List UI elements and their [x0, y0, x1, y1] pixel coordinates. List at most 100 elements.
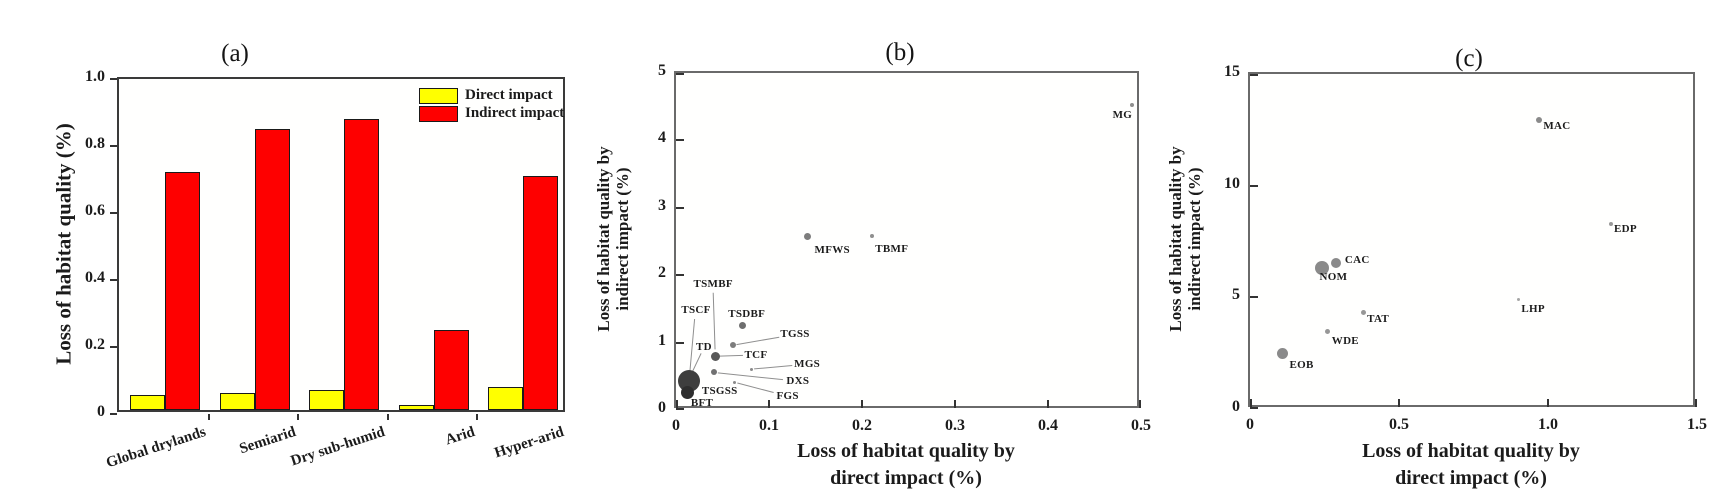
y-axis-tick-label: 5 — [1232, 286, 1240, 304]
y-axis-tick-label: 4 — [658, 129, 666, 147]
category-label-dry-sub-humid: Dry sub-humid — [289, 424, 388, 470]
panel-b-x-axis-title: Loss of habitat quality by direct impact… — [797, 438, 1015, 492]
x-axis-tick-label: 0 — [672, 417, 680, 434]
x-axis-tick-label: 1.5 — [1687, 416, 1707, 433]
leader-line-dxs — [717, 372, 784, 381]
point-label-mg: MG — [1112, 108, 1133, 121]
point-nom — [1314, 261, 1329, 276]
x-axis-tick-label: 0 — [1246, 416, 1254, 433]
y-axis-tick — [110, 78, 117, 80]
legend-swatch-direct-impact — [419, 87, 458, 104]
y-axis-tick — [1250, 74, 1258, 76]
point-label-tgss: TGSS — [780, 327, 810, 340]
point-label-bft: BFT — [690, 397, 714, 410]
category-label-arid: Arid — [443, 424, 477, 449]
x-axis-tick — [1250, 399, 1252, 407]
panel-c-y-axis-title: Loss of habitat quality by indirect impa… — [1166, 146, 1204, 331]
y-axis-tick — [110, 279, 117, 281]
legend-item-direct-impact: Direct impact — [419, 87, 564, 104]
y-axis-tick — [110, 413, 117, 415]
point-mfws — [803, 233, 811, 241]
point-label-lhp: LHP — [1521, 302, 1545, 315]
y-axis-tick — [676, 139, 684, 142]
panel-c-plot-box: 0 5 10 15 0 0.5 1.0 1.5 MAC EDP CAC NOM LHP TAT WDE EOB — [1224, 63, 1707, 433]
x-axis-tick — [1695, 399, 1697, 407]
panel-a-plot-box: 0 0.2 0.4 0.6 0.8 1.0 Global drylands Semiarid D… — [85, 68, 566, 471]
leader-line-fgs — [737, 382, 774, 393]
point-lhp — [1516, 298, 1520, 302]
bar-indirect-impact-semiarid — [254, 128, 290, 410]
point-label-tbmf: TBMF — [875, 242, 909, 255]
leader-line-tsmbf — [712, 292, 716, 350]
point-tsdbf — [739, 322, 747, 330]
point-mg — [1129, 103, 1134, 108]
point-label-eob: EOB — [1289, 359, 1314, 372]
point-dxs — [711, 369, 718, 376]
y-axis-tick — [110, 346, 117, 348]
panel-a-y-axis-title: Loss of habitat quality (%) — [51, 123, 76, 365]
x-axis-tick — [297, 414, 300, 420]
x-axis-tick-label: 0.2 — [852, 417, 872, 434]
panel-b-x-axis-title-line1: Loss of habitat quality by — [797, 440, 1015, 462]
y-axis-tick-label: 0 — [1232, 398, 1240, 415]
x-axis-tick-label: 0.5 — [1389, 416, 1409, 433]
y-axis-tick-label: 5 — [658, 62, 666, 79]
bar-direct-impact-hyper-arid — [488, 386, 524, 410]
point-fgs — [733, 380, 737, 384]
x-axis-tick — [1139, 400, 1141, 408]
point-label-tscf: TSCF — [681, 304, 711, 317]
point-bft — [680, 385, 694, 399]
y-axis-tick — [676, 408, 684, 410]
x-axis-tick — [768, 400, 770, 408]
leader-line-mgs — [754, 365, 793, 370]
y-axis-tick-label: 0 — [97, 403, 105, 420]
panel-c-x-axis-title-line2: direct impact (%) — [1395, 467, 1547, 489]
legend: Direct impact Indirect impact — [419, 87, 564, 123]
y-axis-tick-label: 0 — [658, 399, 666, 416]
leader-line-tcf — [719, 354, 743, 357]
leader-lines — [1250, 74, 1697, 409]
panel-b-y-axis-title-line2: indirect impact (%) — [613, 167, 632, 311]
point-label-mfws: MFWS — [814, 243, 850, 256]
y-axis-tick-label: 1 — [658, 331, 666, 349]
x-axis-tick — [676, 400, 678, 408]
y-axis-tick-label: 0.4 — [85, 269, 105, 286]
bar-direct-impact-arid — [398, 404, 434, 410]
y-axis-tick — [676, 341, 684, 344]
panel-b-y-axis-title-line1: Loss of habitat quality by — [594, 146, 613, 332]
leader-line-tscf — [689, 318, 696, 371]
y-axis-tick — [1250, 407, 1258, 409]
point-label-tat: TAT — [1367, 313, 1390, 326]
y-axis-tick-label: 0.2 — [85, 336, 105, 353]
panel-b-title: (b) — [885, 39, 915, 66]
x-axis-tick — [207, 414, 210, 420]
category-label-hyper-arid: Hyper-arid — [492, 424, 567, 462]
panel-c-x-axis-title: Loss of habitat quality by direct impact… — [1362, 438, 1580, 492]
legend-swatch-indirect-impact — [419, 105, 458, 122]
x-axis-tick — [1047, 400, 1049, 408]
bar-direct-impact-global-drylands — [130, 394, 165, 410]
bar-direct-impact-dry-sub-humid — [309, 389, 345, 410]
y-axis-tick — [1250, 184, 1258, 187]
point-label-cac: CAC — [1344, 254, 1370, 267]
point-label-tsdbf: TSDBF — [728, 307, 766, 320]
panel-c-title: (c) — [1455, 45, 1483, 72]
x-axis-tick — [1398, 399, 1400, 407]
point-label-mac: MAC — [1543, 120, 1571, 133]
point-eob — [1277, 347, 1289, 359]
y-axis-tick-label: 1.0 — [85, 68, 105, 85]
y-axis-tick — [676, 73, 684, 75]
panel-c-x-axis-title-line1: Loss of habitat quality by — [1362, 440, 1580, 462]
bar-direct-impact-semiarid — [219, 393, 255, 410]
panel-c-y-axis-title-line1: Loss of habitat quality by — [1166, 146, 1185, 332]
point-label-edp: EDP — [1614, 222, 1637, 235]
x-axis-tick-label: 0.1 — [759, 417, 779, 434]
x-axis-tick — [386, 414, 389, 420]
point-label-tsgss: TSGSS — [701, 385, 738, 398]
y-axis-tick-label: 10 — [1224, 174, 1240, 192]
y-axis-tick — [676, 206, 684, 209]
point-mac — [1536, 116, 1543, 123]
panel-b-plot-box: 0 1 2 3 4 5 0 0.1 0.2 0.3 0.4 0.5 MG MFWS TBMF TSMBF TSC… — [658, 62, 1151, 434]
y-axis-tick-label: 15 — [1224, 63, 1240, 80]
